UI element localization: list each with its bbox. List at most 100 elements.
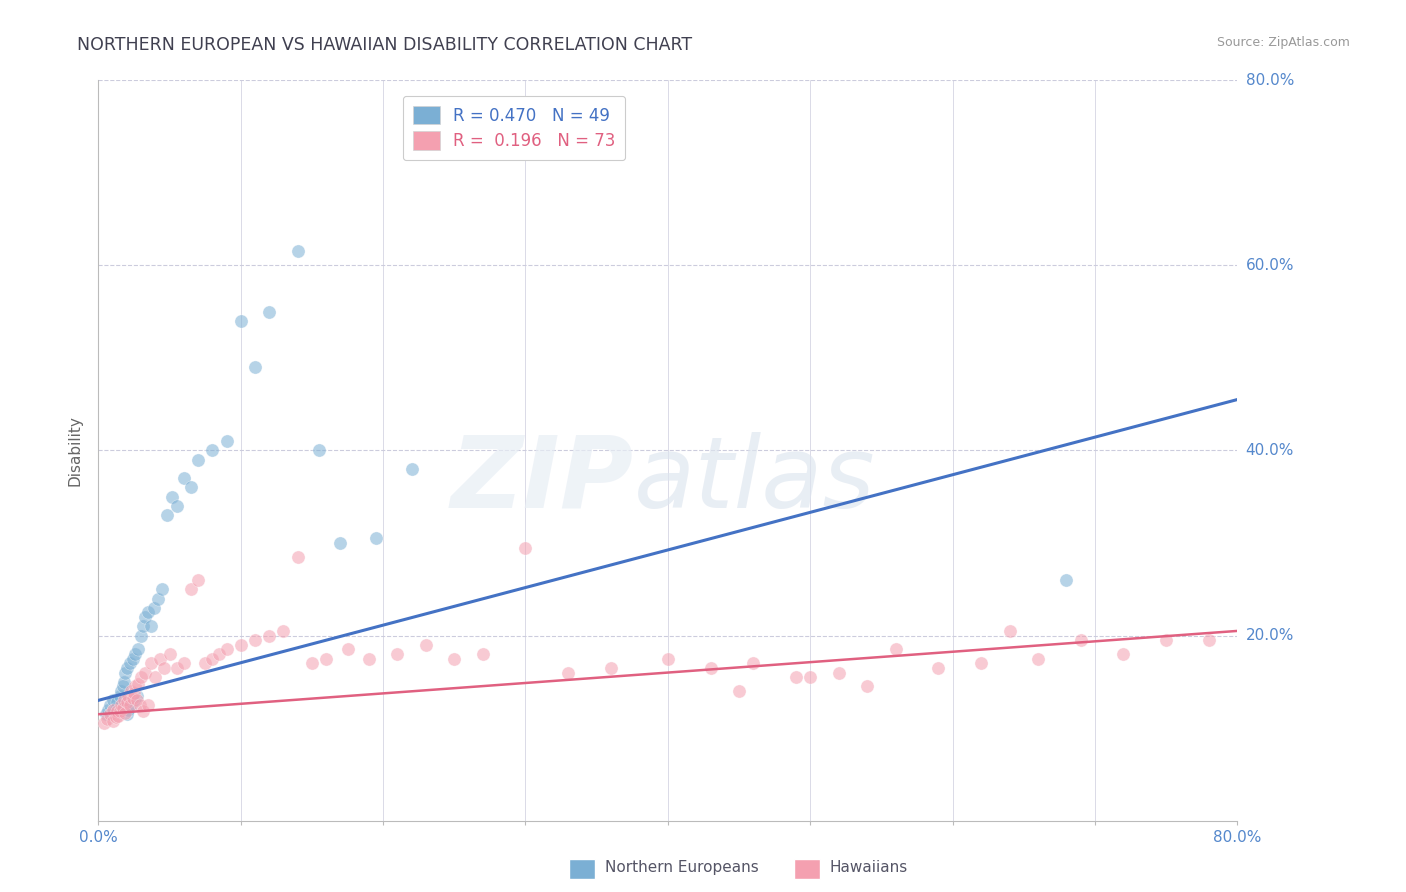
Point (94, 707, 117, 722)
Point (120, 684, 142, 698)
Point (156, 508, 179, 523)
Point (121, 651, 143, 665)
Point (180, 481, 202, 495)
Point (357, 651, 380, 665)
Point (415, 638, 437, 652)
Point (111, 700, 134, 714)
Point (1026, 651, 1049, 665)
Point (128, 698, 150, 712)
Point (785, 670, 807, 684)
Point (122, 686, 145, 700)
Point (101, 714, 124, 728)
Point (118, 698, 141, 712)
Point (970, 657, 993, 671)
Point (134, 665, 156, 680)
Point (125, 689, 148, 703)
Point (127, 642, 149, 657)
Point (108, 704, 131, 718)
Point (93, 716, 115, 731)
Text: Northern Europeans: Northern Europeans (605, 860, 758, 874)
Point (1154, 633, 1177, 648)
Point (112, 700, 135, 714)
Point (215, 642, 238, 657)
Point (329, 536, 352, 550)
Text: 80.0%: 80.0% (1246, 73, 1294, 87)
Point (208, 647, 231, 661)
Point (124, 647, 146, 661)
Point (273, 624, 295, 638)
Point (657, 651, 679, 665)
Point (97, 703, 120, 717)
Point (121, 691, 143, 706)
Point (471, 647, 494, 661)
Point (148, 591, 170, 606)
Point (112, 674, 135, 689)
Point (104, 710, 127, 724)
Legend: R = 0.470   N = 49, R =  0.196   N = 73: R = 0.470 N = 49, R = 0.196 N = 73 (404, 96, 626, 160)
Point (1198, 633, 1220, 648)
Point (136, 606, 159, 620)
Point (336, 642, 359, 657)
Y-axis label: Disability: Disability (67, 415, 83, 486)
Point (180, 582, 202, 597)
Text: 40.0%: 40.0% (1246, 443, 1294, 458)
Point (315, 651, 337, 665)
Point (129, 670, 152, 684)
Point (600, 661, 623, 675)
Point (201, 443, 224, 458)
Point (364, 532, 387, 546)
Text: Hawaiians: Hawaiians (830, 860, 908, 874)
Point (139, 619, 162, 633)
Text: NORTHERN EUROPEAN VS HAWAIIAN DISABILITY CORRELATION CHART: NORTHERN EUROPEAN VS HAWAIIAN DISABILITY… (77, 36, 693, 54)
Point (229, 638, 252, 652)
Point (515, 541, 537, 555)
Point (927, 661, 949, 675)
Point (187, 573, 209, 587)
Text: atlas: atlas (634, 432, 876, 529)
Point (166, 661, 188, 675)
Point (287, 244, 309, 259)
Point (101, 703, 124, 717)
Point (114, 665, 136, 680)
Point (1056, 573, 1078, 587)
Point (201, 651, 224, 665)
Point (98, 707, 121, 722)
Point (142, 600, 165, 615)
Point (243, 633, 266, 648)
Point (108, 704, 131, 718)
Point (98, 698, 121, 712)
Point (699, 661, 721, 675)
Point (856, 680, 879, 694)
Point (117, 703, 139, 717)
Point (259, 304, 281, 318)
Point (387, 647, 409, 661)
Point (828, 665, 851, 680)
Point (115, 707, 138, 722)
Point (799, 670, 821, 684)
Text: ZIP: ZIP (451, 432, 634, 529)
Point (443, 651, 465, 665)
Point (259, 628, 281, 642)
Point (117, 689, 139, 703)
Point (129, 628, 152, 642)
Point (243, 360, 266, 375)
Text: 20.0%: 20.0% (1246, 628, 1294, 643)
Point (173, 471, 195, 485)
Point (1112, 647, 1135, 661)
Point (998, 624, 1021, 638)
Point (101, 693, 124, 707)
Point (105, 705, 128, 719)
Point (136, 698, 159, 712)
Point (111, 680, 134, 694)
Point (110, 684, 132, 698)
Point (153, 661, 176, 675)
Point (108, 689, 131, 703)
Point (301, 657, 323, 671)
Point (139, 657, 162, 671)
Point (215, 434, 238, 449)
Point (194, 657, 217, 671)
Text: 60.0%: 60.0% (1246, 258, 1294, 273)
Point (1070, 633, 1092, 648)
Point (122, 693, 145, 707)
Point (166, 499, 188, 513)
